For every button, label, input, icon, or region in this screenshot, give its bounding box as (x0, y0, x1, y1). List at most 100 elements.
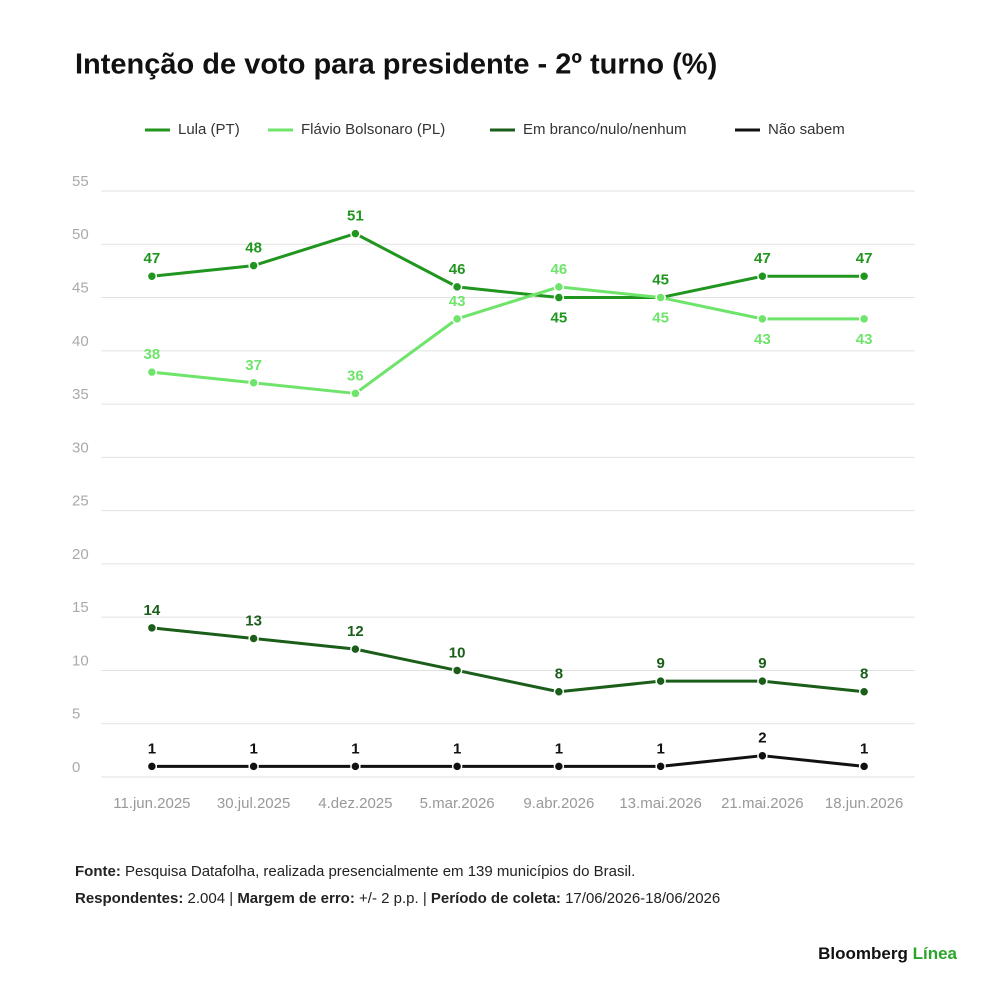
y-tick-label: 20 (72, 546, 89, 563)
data-label: 43 (754, 331, 771, 348)
data-point (553, 686, 565, 698)
data-point (553, 292, 565, 303)
data-label: 1 (860, 740, 868, 757)
series-line (151, 626, 865, 694)
data-label: 45 (551, 310, 568, 327)
data-point (757, 675, 768, 687)
x-tick-label: 13.mai.2026 (619, 795, 702, 812)
footer-label: Respondentes: (75, 890, 183, 907)
brand-name: Bloomberg (818, 944, 908, 963)
data-label: 1 (148, 740, 156, 757)
data-label: 1 (656, 740, 664, 757)
data-label: 46 (449, 261, 466, 278)
data-label: 2 (758, 730, 766, 747)
data-point (248, 633, 259, 644)
data-point (757, 750, 768, 761)
data-point (553, 761, 565, 772)
legend-label: Lula (PT) (178, 121, 240, 138)
x-tick-label: 5.mar.2026 (420, 795, 495, 812)
data-label: 14 (144, 602, 161, 619)
x-tick-label: 11.jun.2025 (113, 795, 190, 812)
footer-source: Fonte: Pesquisa Datafolha, realizada pre… (75, 863, 635, 880)
x-tick-label: 30.jul.2025 (217, 795, 290, 812)
data-label: 45 (652, 272, 669, 289)
data-point (350, 761, 361, 772)
data-point (350, 228, 361, 239)
data-label: 45 (652, 310, 669, 327)
data-label: 9 (656, 655, 664, 672)
y-tick-label: 35 (72, 386, 89, 403)
data-point (451, 313, 463, 325)
data-label: 1 (453, 740, 461, 757)
data-point (858, 270, 870, 282)
data-point (858, 761, 870, 772)
footer-label: Período de coleta: (431, 890, 561, 907)
series-line (151, 232, 865, 300)
x-tick-label: 21.mai.2026 (721, 795, 804, 812)
data-label: 47 (856, 250, 873, 267)
data-label: 48 (245, 240, 262, 257)
data-point (757, 270, 768, 282)
data-label: 12 (347, 623, 364, 640)
y-tick-label: 40 (72, 333, 89, 350)
data-label: 13 (245, 612, 262, 629)
series-line (151, 754, 865, 768)
legend-label: Flávio Bolsonaro (PL) (301, 121, 445, 138)
data-point (146, 366, 158, 378)
data-label: 1 (555, 740, 563, 757)
data-label: 46 (551, 261, 568, 278)
data-label: 38 (144, 346, 161, 363)
data-label: 8 (860, 666, 868, 683)
data-point (248, 761, 259, 772)
y-tick-label: 15 (72, 599, 89, 616)
data-point (146, 622, 158, 634)
data-label: 8 (555, 666, 563, 683)
series-line (151, 285, 865, 395)
x-tick-label: 18.jun.2026 (825, 795, 903, 812)
data-point (451, 761, 463, 772)
footer-label: Fonte: (75, 863, 121, 880)
data-point (757, 313, 768, 325)
y-tick-label: 10 (72, 652, 89, 669)
data-point (451, 281, 463, 293)
data-point (350, 388, 361, 399)
y-tick-label: 45 (72, 280, 89, 297)
legend-label: Em branco/nulo/nenhum (523, 121, 686, 138)
data-point (553, 281, 565, 293)
data-point (248, 377, 259, 389)
y-tick-label: 5 (72, 706, 80, 723)
data-label: 47 (144, 250, 161, 267)
y-tick-label: 0 (72, 759, 80, 776)
footer-text: +/- 2 p.p. | (359, 890, 427, 907)
chart-title: Intenção de voto para presidente - 2º tu… (75, 49, 717, 81)
footer-text: 17/06/2026-18/06/2026 (565, 890, 720, 907)
y-tick-label: 30 (72, 439, 89, 456)
y-tick-label: 25 (72, 493, 89, 510)
brand-accent: Línea (913, 944, 958, 963)
legend-label: Não sabem (768, 121, 845, 138)
brand: Bloomberg Línea (818, 944, 957, 963)
footer-text: 2.004 | (188, 890, 234, 907)
data-point (858, 313, 870, 325)
data-label: 10 (449, 644, 466, 661)
data-label: 9 (758, 655, 766, 672)
footer-text: Pesquisa Datafolha, realizada presencial… (125, 863, 635, 880)
data-point (655, 292, 666, 303)
x-tick-label: 4.dez.2025 (318, 795, 392, 812)
data-label: 43 (856, 331, 873, 348)
data-point (451, 665, 463, 676)
x-tick-label: 9.abr.2026 (523, 795, 594, 812)
footer-details: Respondentes: 2.004 | Margem de erro: +/… (75, 890, 720, 907)
data-point (248, 260, 259, 271)
data-label: 1 (249, 740, 257, 757)
data-label: 37 (245, 357, 262, 374)
data-point (146, 761, 158, 772)
data-point (655, 675, 666, 687)
y-tick-label: 55 (72, 173, 89, 190)
data-label: 36 (347, 367, 364, 384)
footer-label: Margem de erro: (237, 890, 355, 907)
data-label: 51 (347, 208, 364, 225)
data-label: 43 (449, 293, 466, 310)
